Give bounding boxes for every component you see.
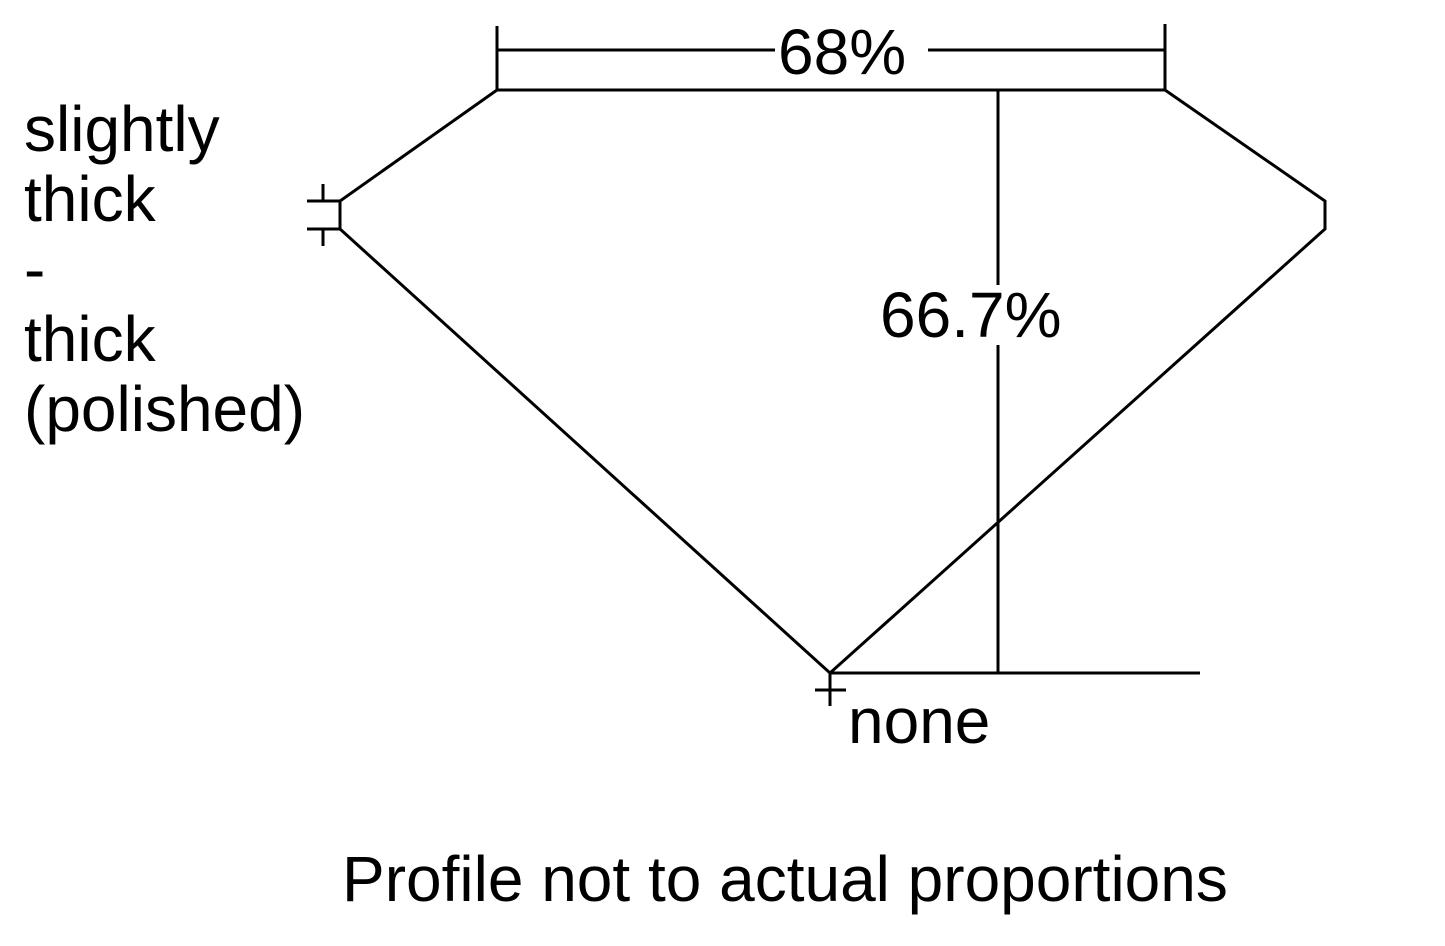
girdle-label-line: (polished) — [24, 373, 306, 445]
table-percent-label: 68% — [778, 16, 907, 88]
girdle-label-line: slightly — [24, 93, 220, 165]
footnote: Profile not to actual proportions — [342, 843, 1228, 915]
girdle-label-line: - — [24, 233, 46, 305]
diamond-outline — [338, 88, 1327, 676]
girdle-label-line: thick — [24, 303, 156, 375]
girdle-label-line: thick — [24, 163, 156, 235]
culet-label: none — [848, 685, 991, 757]
depth-percent-label: 66.7% — [880, 279, 1062, 351]
girdle-label: slightly thick - thick (polished) — [24, 94, 305, 444]
